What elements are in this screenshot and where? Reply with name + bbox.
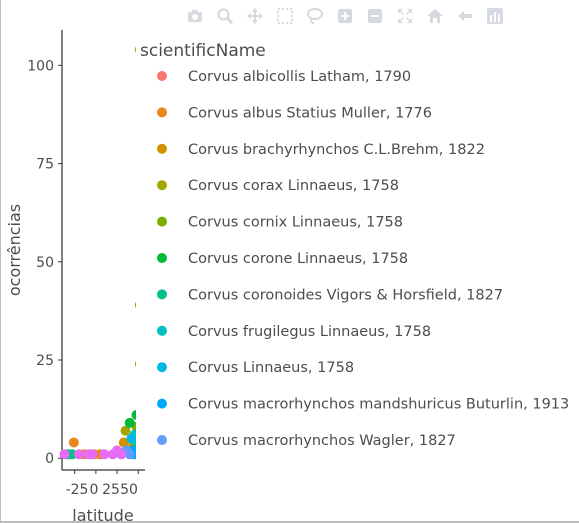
legend-item[interactable]: Corvus macrorhynchos mandshuricus Buturl… — [157, 397, 569, 413]
legend-marker — [157, 107, 167, 118]
box-select-icon[interactable] — [270, 2, 300, 30]
zoom-icon[interactable] — [210, 2, 240, 30]
legend-label: Corvus macrorhynchos Wagler, 1827 — [188, 433, 456, 449]
legend-item[interactable]: Corvus coronoides Vigors & Horsfield, 18… — [157, 287, 503, 303]
legend-label: Corvus corone Linnaeus, 1758 — [188, 251, 408, 267]
legend-item[interactable]: Corvus brachyrhynchos C.L.Brehm, 1822 — [157, 142, 485, 158]
data-point[interactable] — [87, 449, 98, 460]
legend-label: Corvus brachyrhynchos C.L.Brehm, 1822 — [188, 142, 485, 158]
data-point[interactable] — [68, 437, 79, 448]
plotly-logo-icon[interactable] — [480, 2, 510, 30]
data-point[interactable] — [120, 425, 131, 436]
reset-axes-icon[interactable] — [420, 2, 450, 30]
legend-marker — [157, 325, 167, 336]
legend-label: Corvus Linnaeus, 1758 — [188, 360, 354, 376]
legend-marker — [157, 71, 167, 81]
legend-marker — [157, 289, 167, 300]
left-border — [0, 0, 1, 523]
legend[interactable]: scientificName Corvus albicollis Latham, … — [136, 38, 579, 470]
autoscale-icon[interactable] — [390, 2, 420, 30]
data-point[interactable] — [124, 417, 135, 428]
pan-icon[interactable] — [240, 2, 270, 30]
x-tick-label: 25 — [102, 482, 120, 498]
x-tick-label: 0 — [90, 482, 99, 498]
legend-item[interactable]: Corvus Linnaeus, 1758 — [157, 360, 354, 376]
legend-label: Corvus albicollis Latham, 1790 — [188, 69, 411, 85]
legend-label: Corvus albus Statius Muller, 1776 — [188, 105, 432, 121]
y-tick-label: 25 — [36, 353, 54, 369]
legend-label: Corvus frugilegus Linnaeus, 1758 — [188, 324, 431, 340]
x-axis-label: latitude — [72, 506, 133, 523]
legend-label: Corvus cornix Linnaeus, 1758 — [188, 215, 403, 231]
camera-icon[interactable] — [180, 2, 210, 30]
lasso-select-icon[interactable] — [300, 2, 330, 30]
legend-marker — [157, 253, 167, 263]
y-tick-label: 50 — [36, 255, 54, 271]
legend-title: scientificName — [140, 41, 266, 61]
data-point[interactable] — [118, 437, 129, 448]
data-point[interactable] — [116, 449, 127, 460]
legend-label: Corvus corax Linnaeus, 1758 — [188, 178, 399, 194]
y-tick-label: 75 — [36, 157, 54, 173]
y-tick-label: 100 — [27, 58, 54, 74]
legend-clip — [188, 466, 388, 470]
data-point[interactable] — [73, 449, 84, 460]
legend-marker — [157, 216, 167, 227]
legend-marker — [157, 362, 167, 373]
data-point[interactable] — [124, 449, 135, 460]
legend-background — [136, 38, 579, 468]
data-point[interactable] — [99, 449, 110, 460]
y-tick-label: 0 — [45, 451, 54, 467]
data-point[interactable] — [126, 433, 137, 444]
legend-item[interactable]: Corvus macrorhynchos Wagler, 1827 — [157, 433, 456, 449]
legend-item[interactable]: Corvus corax Linnaeus, 1758 — [157, 178, 399, 194]
bottom-border — [0, 521, 579, 523]
legend-item[interactable]: Corvus corone Linnaeus, 1758 — [157, 251, 408, 267]
spike-lines-icon[interactable] — [450, 2, 480, 30]
legend-item[interactable]: Corvus frugilegus Linnaeus, 1758 — [157, 324, 431, 340]
legend-item[interactable]: Corvus cornix Linnaeus, 1758 — [157, 215, 403, 231]
x-tick-label: 50 — [120, 482, 138, 498]
legend-item[interactable]: Corvus albicollis Latham, 1790 — [157, 69, 411, 85]
y-axis-label: ocorrências — [5, 204, 24, 296]
data-point[interactable] — [59, 449, 70, 460]
legend-marker — [157, 435, 167, 445]
legend-marker — [157, 143, 167, 154]
legend-label: Corvus macrorhynchos mandshuricus Buturl… — [188, 397, 569, 413]
zoom-out-icon[interactable] — [360, 2, 390, 30]
x-tick-label: -25 — [66, 482, 89, 498]
legend-item[interactable]: Corvus albus Statius Muller, 1776 — [157, 105, 432, 121]
zoom-in-icon[interactable] — [330, 2, 360, 30]
legend-marker — [157, 398, 167, 409]
legend-label: Corvus coronoides Vigors & Horsfield, 18… — [188, 287, 503, 303]
legend-marker — [157, 180, 167, 191]
points-layer — [59, 44, 148, 460]
modebar — [180, 2, 510, 30]
